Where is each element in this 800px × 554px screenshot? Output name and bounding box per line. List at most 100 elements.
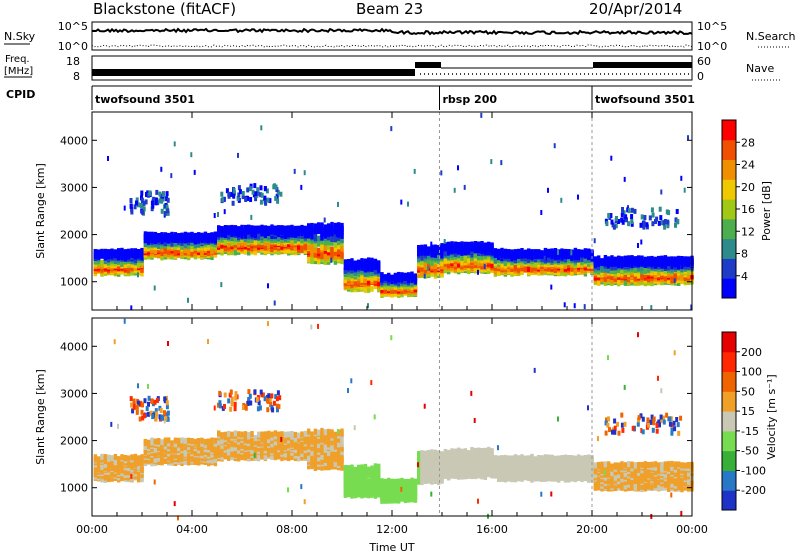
data-cell <box>517 248 521 255</box>
data-cell <box>130 269 134 276</box>
data-cell <box>490 242 494 249</box>
data-cell <box>473 241 478 247</box>
echo-cell <box>630 221 634 227</box>
data-cell <box>313 255 318 262</box>
colorbar-swatch <box>722 179 736 200</box>
echo-cell <box>155 189 159 195</box>
echo-cell <box>263 195 267 201</box>
y-tick-label: 4000 <box>60 134 88 147</box>
echo-cell <box>265 188 269 194</box>
noise-cell <box>147 383 149 389</box>
data-cell <box>403 272 408 279</box>
noise-cell <box>563 302 566 308</box>
data-cell <box>373 486 378 493</box>
data-cell <box>273 430 278 437</box>
cpid-segment-label: rbsp 200 <box>443 93 498 106</box>
data-cell <box>533 252 538 259</box>
echo-cell <box>621 207 624 212</box>
data-cell <box>230 454 234 461</box>
data-cell <box>343 277 348 284</box>
noise-cell <box>483 264 486 270</box>
freq-tick-bottom: 8 <box>73 70 80 83</box>
data-cell <box>583 248 588 255</box>
data-cell <box>163 232 168 239</box>
data-cell <box>440 248 444 255</box>
data-cell <box>263 243 268 250</box>
data-cell <box>420 265 424 272</box>
data-cell <box>650 255 654 262</box>
echo-cell <box>256 187 260 193</box>
noise-cell <box>557 249 559 255</box>
echo-cell <box>276 189 280 195</box>
echo-cell <box>617 219 620 224</box>
noise-cell <box>337 201 339 207</box>
echo-cell <box>655 216 659 222</box>
data-cell <box>337 455 341 462</box>
data-cell <box>623 259 628 265</box>
echo-cell <box>238 189 242 195</box>
data-cell <box>97 456 101 463</box>
data-cell <box>367 478 371 485</box>
noise-cell <box>187 297 189 303</box>
data-cell <box>317 458 321 465</box>
data-cell <box>327 223 331 230</box>
noise-cell <box>463 184 466 190</box>
noise-cell <box>443 239 446 244</box>
data-cell <box>610 255 614 262</box>
echo-cell <box>676 219 680 224</box>
data-cell <box>653 262 658 269</box>
data-cell <box>610 273 614 280</box>
data-cell <box>180 232 184 239</box>
data-cell <box>193 438 198 445</box>
data-cell <box>417 455 421 462</box>
echo-cell <box>266 197 270 203</box>
data-cell <box>370 465 374 472</box>
nave-label: Nave <box>746 62 774 75</box>
echo-cell <box>274 184 278 190</box>
echo-cell <box>620 217 624 223</box>
data-cell <box>333 253 338 260</box>
echo-cell <box>221 197 225 203</box>
colorbar-swatch <box>722 278 736 299</box>
noise-cell <box>113 339 116 345</box>
data-cell <box>163 245 168 252</box>
data-cell <box>100 248 104 255</box>
data-cell <box>310 233 314 240</box>
echo-cell <box>140 190 144 196</box>
cpid-panel: CPID twofsound 3501 rbsp 200 twofsound 350… <box>6 85 695 110</box>
data-cell <box>613 256 618 263</box>
data-cell <box>560 248 564 255</box>
data-cell <box>500 252 504 259</box>
y-tick-label: 2000 <box>60 229 88 242</box>
data-cell <box>410 491 414 498</box>
data-cell <box>583 257 588 264</box>
data-cell <box>680 256 684 262</box>
echo-cell <box>662 220 666 226</box>
data-cell <box>470 241 474 248</box>
data-cell <box>393 489 398 495</box>
data-cell <box>670 263 674 270</box>
data-cell <box>323 244 328 251</box>
data-cell <box>217 447 221 454</box>
data-cell <box>223 439 228 446</box>
echo-cell <box>135 200 138 206</box>
data-cell <box>443 257 448 264</box>
data-cell <box>243 431 248 438</box>
noise-cell <box>130 305 133 311</box>
data-cell <box>107 454 111 461</box>
data-cell <box>537 249 541 256</box>
data-cell <box>587 248 591 255</box>
data-cell <box>447 257 451 264</box>
data-cell <box>360 273 364 280</box>
data-cell <box>450 241 454 248</box>
data-cell <box>643 256 648 263</box>
data-cell <box>307 223 311 230</box>
y-tick-label: 3000 <box>60 181 88 194</box>
colorbar-swatch <box>722 199 736 220</box>
data-cell <box>597 268 601 275</box>
data-cell <box>227 225 231 232</box>
data-cell <box>233 249 238 256</box>
echo-cell <box>626 207 630 213</box>
data-cell <box>400 272 404 279</box>
freq-series-low <box>92 69 415 76</box>
